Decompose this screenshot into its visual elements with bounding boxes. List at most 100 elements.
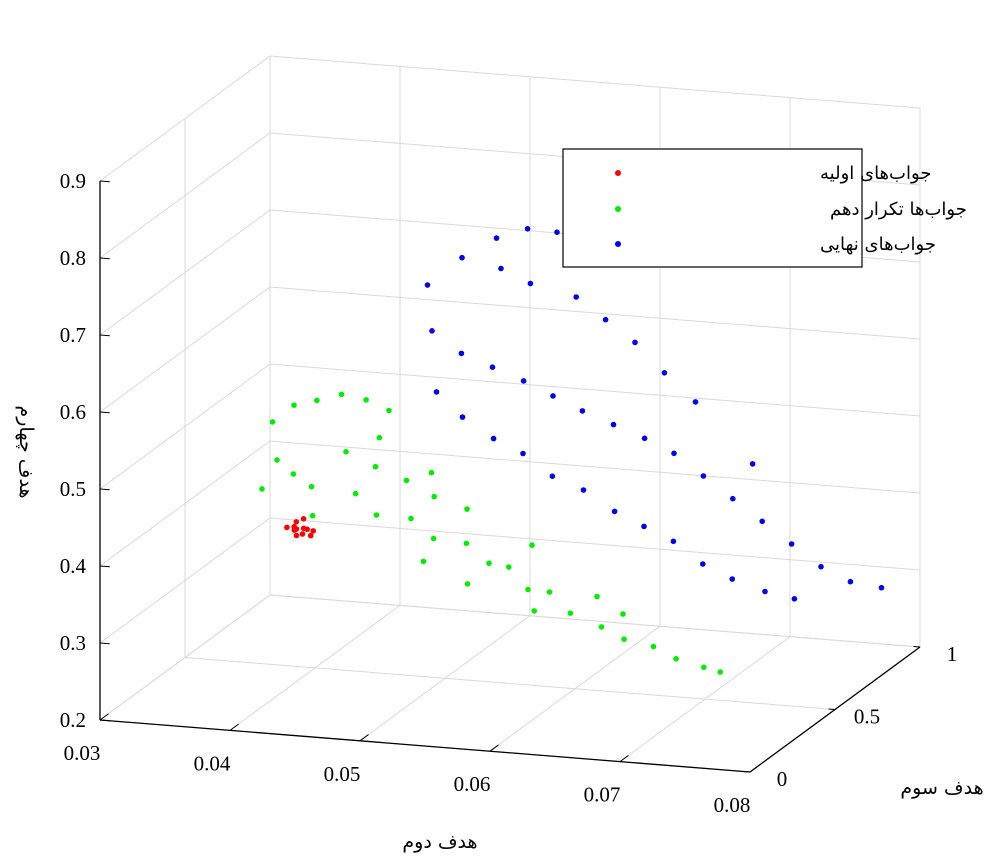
final-solution-point [602, 316, 609, 323]
final-solution-point [493, 235, 500, 241]
grid-line [269, 440, 921, 494]
final-solution-point [729, 576, 735, 582]
final-solution-point [424, 282, 431, 288]
final-solution-point [527, 280, 534, 287]
y-tick [913, 645, 921, 648]
final-solution-point [433, 389, 440, 395]
iteration10-solution-point [338, 391, 345, 398]
final-solution-point [459, 414, 466, 420]
x-tick [619, 754, 629, 763]
final-solution-point [847, 578, 854, 585]
final-solution-point [429, 328, 435, 334]
final-solution-point [489, 364, 496, 371]
z-tick [99, 257, 110, 260]
iteration10-solution-point [428, 469, 435, 476]
iteration10-solution-point [259, 486, 265, 492]
x-tick [229, 723, 239, 731]
z-tick [99, 334, 110, 337]
iteration10-solution-point [290, 471, 297, 477]
legend-label-initial: جواب‌های اولیه [820, 163, 931, 184]
legend-label-iteration10: جواب‌ها تکرار دهم [830, 199, 967, 220]
grid-line [269, 55, 921, 109]
x-tick-label: 0.06 [454, 772, 491, 796]
iteration10-solution-point [314, 397, 320, 404]
final-solution-point [498, 265, 504, 272]
iteration10-solution-point [274, 457, 280, 463]
final-solution-point [573, 294, 579, 300]
final-solution-point [641, 523, 647, 530]
y-tick [828, 708, 836, 710]
final-solution-point [520, 450, 526, 457]
z-tick-label: 0.8 [60, 246, 86, 270]
final-solution-point [670, 538, 677, 545]
iteration10-solution-point [525, 586, 531, 593]
x-tick-label: 0.08 [714, 793, 751, 817]
tick-marks: 0.03 0.04 0.05 0.06 0.07 0.08 0 0.5 1 0.2 0.3 0.4 0.… [60, 169, 958, 817]
iteration10-solution-point [363, 397, 369, 403]
final-solution-point [458, 350, 465, 357]
iteration10-solution-point [403, 477, 410, 484]
final-solution-point [818, 563, 824, 570]
z-axis-label: هدف چهارم [15, 406, 37, 499]
iteration10-solution-point [701, 664, 707, 671]
legend: جواب‌های اولیه جواب‌ها تکرار دهم جواب‌ها… [562, 148, 967, 268]
legend-marker-initial [615, 170, 621, 176]
z-tick-label: 0.4 [60, 554, 87, 578]
final-solution-point [580, 487, 587, 493]
iteration10-solution-point [531, 608, 537, 614]
final-solution-point [788, 541, 795, 547]
initial-solution-point [299, 531, 306, 537]
x-tick [99, 713, 109, 721]
iteration10-solution-point [372, 463, 379, 470]
iteration10-solution-point [567, 610, 574, 616]
z-tick-label: 0.6 [60, 400, 86, 424]
iteration10-solution-point [343, 448, 349, 455]
grid-line [269, 286, 921, 340]
iteration10-solution-point [464, 581, 471, 587]
z-tick [99, 719, 110, 722]
z-tick-label: 0.3 [60, 631, 86, 655]
iteration10-solution-point [673, 656, 679, 662]
x-tick-label: 0.07 [584, 783, 621, 807]
y-axis-label: هدف سوم [900, 777, 983, 799]
x-tick [749, 765, 759, 773]
iteration10-solution-point [546, 589, 553, 595]
iteration10-solution-point [621, 636, 627, 642]
final-solution-point [524, 226, 531, 232]
iteration10-solution-point [430, 535, 437, 542]
final-solution-point [610, 421, 617, 428]
iteration10-solution-point [373, 512, 380, 518]
final-solution-point [554, 229, 560, 235]
final-solution-point [549, 473, 556, 480]
x-axis-line [99, 719, 751, 773]
initial-solution-point [293, 519, 300, 525]
y-tick-label: 1 [947, 642, 958, 666]
grid-line [99, 363, 271, 490]
z-tick [99, 180, 110, 183]
z-tick [99, 642, 110, 645]
final-solution-point [579, 408, 586, 414]
z-tick [99, 488, 110, 491]
iteration10-solution-point [269, 419, 276, 425]
grid-line [99, 286, 271, 413]
z-tick-label: 0.9 [60, 169, 86, 193]
grid-line [99, 55, 271, 182]
iteration10-solution-point [352, 490, 359, 497]
grid-line [99, 132, 271, 259]
legend-marker-final [615, 241, 621, 247]
x-tick-label: 0.03 [64, 741, 101, 765]
iteration10-solution-point [486, 560, 492, 566]
final-solution-point [520, 378, 527, 384]
grid-line [269, 517, 921, 571]
grid-line [99, 209, 271, 336]
final-solution-point [632, 339, 638, 346]
final-solution-point [611, 508, 618, 515]
legend-marker-iteration10 [615, 206, 621, 212]
iteration10-solution-point [529, 542, 535, 548]
initial-solution-point [304, 526, 311, 533]
final-solution-point [459, 254, 465, 261]
final-solution-point [878, 584, 885, 591]
grid-line [269, 363, 921, 417]
iteration10-solution-point [386, 407, 392, 414]
legend-box [562, 148, 863, 268]
